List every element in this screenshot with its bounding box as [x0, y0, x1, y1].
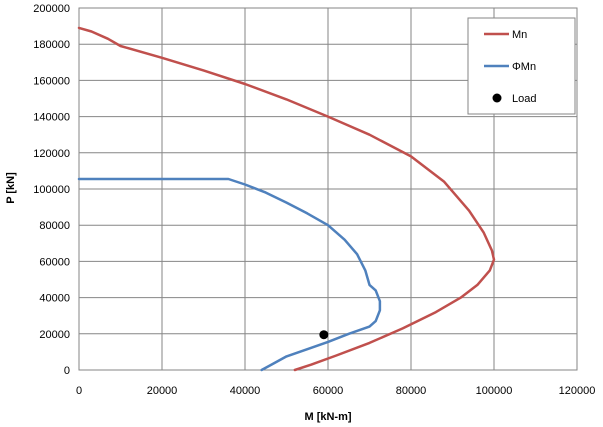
- legend: Mn ΦMn Load: [467, 17, 576, 115]
- legend-marker-load: [492, 93, 502, 103]
- y-tick-label: 100000: [33, 184, 70, 196]
- y-axis-tick-labels: 0 20000 40000 60000 80000 100000 120000 140000 1…: [33, 3, 70, 377]
- x-axis-title: M [kN-m]: [304, 411, 351, 423]
- y-axis-title: P [kN]: [5, 172, 17, 204]
- series-load-point: [319, 330, 329, 340]
- x-tick-label: 120000: [559, 385, 596, 397]
- x-tick-label: 0: [76, 385, 82, 397]
- x-tick-label: 20000: [147, 385, 178, 397]
- y-tick-label: 80000: [39, 220, 70, 232]
- legend-label-phimn: ΦMn: [512, 61, 536, 73]
- y-tick-label: 20000: [39, 329, 70, 341]
- x-tick-label: 100000: [476, 385, 513, 397]
- y-tick-label: 160000: [33, 75, 70, 87]
- y-tick-label: 120000: [33, 148, 70, 160]
- y-tick-label: 140000: [33, 112, 70, 124]
- x-tick-label: 40000: [230, 385, 261, 397]
- x-tick-label: 60000: [313, 385, 344, 397]
- series-phimn-line: [77, 177, 382, 372]
- y-tick-label: 0: [64, 365, 70, 377]
- y-tick-label: 60000: [39, 256, 70, 268]
- data-series: [77, 26, 496, 372]
- x-axis-tick-labels: 0 20000 40000 60000 80000 100000 120000: [76, 385, 595, 397]
- y-tick-label: 40000: [39, 293, 70, 305]
- plot-area-frame: [78, 7, 578, 371]
- legend-label-load: Load: [512, 93, 536, 105]
- y-tick-label: 200000: [33, 3, 70, 15]
- series-mn-line: [77, 26, 496, 372]
- legend-label-mn: Mn: [512, 29, 527, 41]
- y-tick-label: 180000: [33, 39, 70, 51]
- x-tick-label: 80000: [396, 385, 427, 397]
